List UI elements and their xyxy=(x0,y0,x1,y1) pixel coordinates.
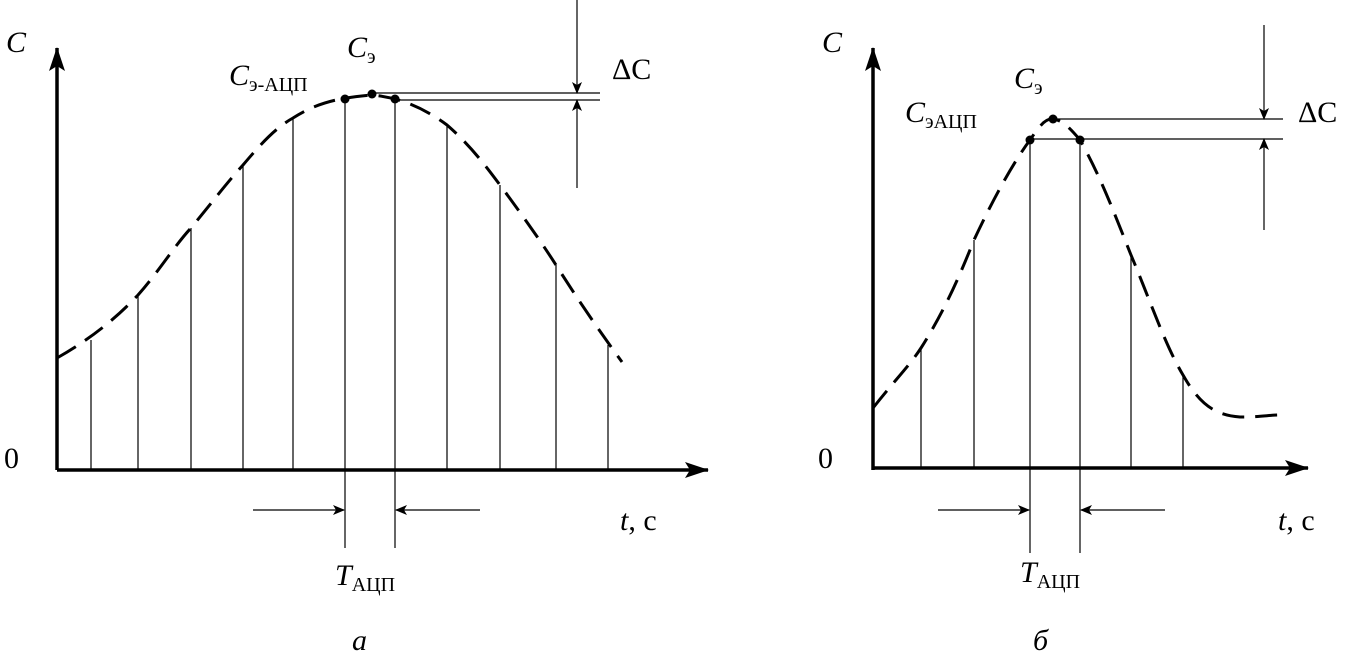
origin-label: 0 xyxy=(4,442,19,475)
sample-point xyxy=(340,94,350,104)
panel-a: C 0 t, с Cэ Cэ-АЦП ΔC TАЦП а xyxy=(4,0,709,657)
sample-lines xyxy=(90,99,609,548)
caption-b: б xyxy=(1033,624,1049,657)
delta-label: ΔC xyxy=(612,53,651,86)
peak-label: Cэ xyxy=(1014,62,1043,99)
sample-point xyxy=(390,94,400,104)
x-axis-label: t, с xyxy=(620,504,657,537)
sample-lines xyxy=(920,140,1184,553)
caption-a: а xyxy=(352,624,367,657)
sample-point xyxy=(1025,135,1035,145)
period-label: TАЦП xyxy=(335,559,395,596)
period-label: TАЦП xyxy=(1020,556,1080,593)
peak-point xyxy=(367,89,377,99)
y-axis-label: C xyxy=(822,26,843,59)
sample-point xyxy=(1075,135,1085,145)
panel-b: C 0 t, с Cэ CэАЦП ΔC TАЦП б xyxy=(818,25,1337,657)
adc-peak-label: Cэ-АЦП xyxy=(229,59,308,96)
y-axis-label: C xyxy=(6,26,27,59)
peak-label: Cэ xyxy=(347,31,376,68)
adc-peak-label: CэАЦП xyxy=(905,96,977,133)
peak-point xyxy=(1048,114,1058,124)
signal-curve xyxy=(56,93,624,363)
signal-curve xyxy=(871,117,1281,419)
x-axis-label: t, с xyxy=(1278,504,1315,537)
origin-label: 0 xyxy=(818,442,833,475)
delta-label: ΔC xyxy=(1298,96,1337,129)
